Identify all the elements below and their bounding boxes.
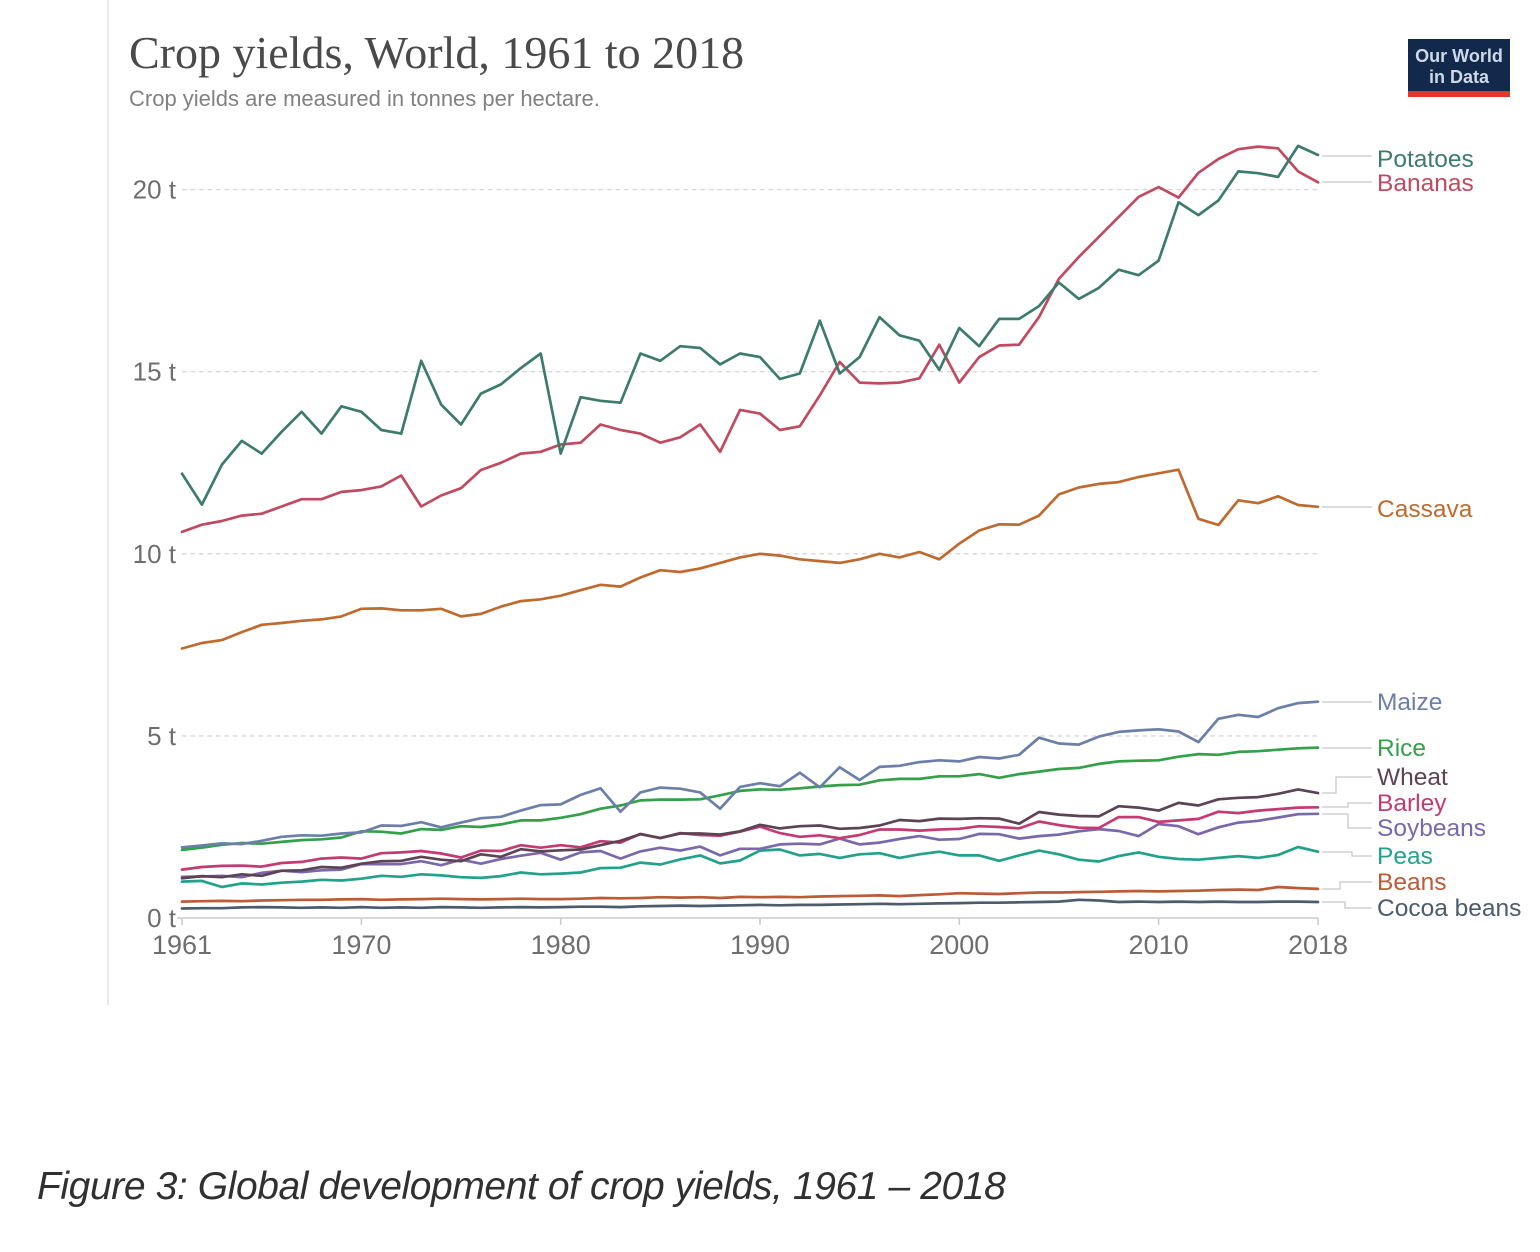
- svg-text:15 t: 15 t: [133, 357, 177, 387]
- svg-text:Peas: Peas: [1377, 843, 1433, 870]
- svg-text:Cassava: Cassava: [1377, 496, 1473, 523]
- svg-text:10 t: 10 t: [133, 539, 177, 569]
- svg-text:Cocoa beans: Cocoa beans: [1377, 895, 1521, 922]
- svg-text:1970: 1970: [331, 930, 391, 960]
- svg-text:1990: 1990: [730, 930, 790, 960]
- svg-text:2018: 2018: [1288, 930, 1348, 960]
- svg-text:Potatoes: Potatoes: [1377, 146, 1474, 173]
- svg-text:Bananas: Bananas: [1377, 170, 1474, 197]
- svg-text:0 t: 0 t: [147, 903, 177, 933]
- svg-text:Wheat: Wheat: [1377, 764, 1448, 791]
- svg-text:2000: 2000: [929, 930, 989, 960]
- svg-text:1980: 1980: [531, 930, 591, 960]
- svg-text:1961: 1961: [152, 930, 212, 960]
- svg-text:Maize: Maize: [1377, 689, 1442, 716]
- svg-text:Barley: Barley: [1377, 790, 1447, 817]
- svg-text:Rice: Rice: [1377, 735, 1426, 762]
- svg-text:Beans: Beans: [1377, 869, 1446, 896]
- svg-text:20 t: 20 t: [133, 175, 177, 205]
- svg-text:2010: 2010: [1129, 930, 1189, 960]
- svg-text:5 t: 5 t: [147, 721, 177, 751]
- svg-text:Soybeans: Soybeans: [1377, 815, 1486, 842]
